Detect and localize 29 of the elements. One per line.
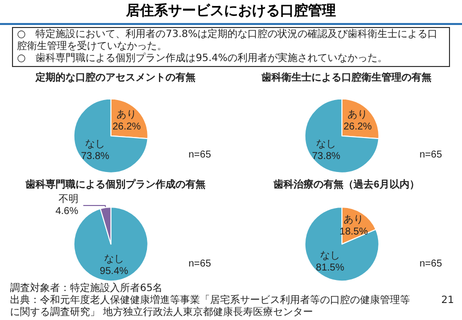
slice-label: 不明 — [58, 194, 78, 206]
text: 居住系サービスにおける口腔管理 — [0, 2, 462, 25]
slice-label: なし — [85, 138, 106, 150]
source-note: 出典：令和元年度老人保健健康増進等事業「居宅系サービス利用者等の口腔の健康管理等に関する調査研究」 地方独立行政法人東京都健康長寿医療センター — [10, 295, 410, 318]
chart-title: 歯科専門職による個別プラン作成の有無 — [24, 178, 206, 190]
slice-label: あり — [348, 110, 368, 121]
slice-label: なし — [320, 250, 340, 262]
slice-label: あり — [344, 214, 364, 226]
slice-label: なし — [104, 254, 124, 265]
data-label: 73.8% — [312, 150, 340, 162]
text: n=65 — [188, 150, 212, 160]
text: n=65 — [419, 258, 442, 270]
data-label: 73.8% — [80, 150, 110, 162]
slice-label: あり — [116, 110, 137, 121]
text: n=65 — [419, 150, 442, 160]
text: n=65 — [188, 258, 212, 270]
text: 調査対象者：特定施設入所者65名 — [10, 283, 163, 294]
data-label: 4.6% — [55, 206, 78, 218]
chart-title: 歯科治療の有無（過去6月以内） — [272, 178, 420, 190]
data-label: 95.4% — [100, 266, 128, 277]
data-label: 26.2% — [112, 122, 141, 133]
text: ○ 歯科専門職による個別プラン作成は95.4%の利用者が実施されていなかった。 — [17, 53, 388, 64]
text: ○ 特定施設において、利用者の73.8%は定期的な口腔の状況の確認及び歯科衛生士による口腔衛生管理を受けていなかった。 — [17, 29, 438, 52]
data-label: 81.5% — [316, 262, 344, 274]
chart-title: 歯科衛生士による口腔衛生管理の有無 — [260, 72, 432, 84]
slice-label: なし — [316, 138, 336, 150]
chart-title: 定期的な口腔のアセスメントの有無 — [34, 72, 196, 84]
text: 21 — [441, 295, 454, 306]
data-label: 26.2% — [343, 122, 372, 133]
